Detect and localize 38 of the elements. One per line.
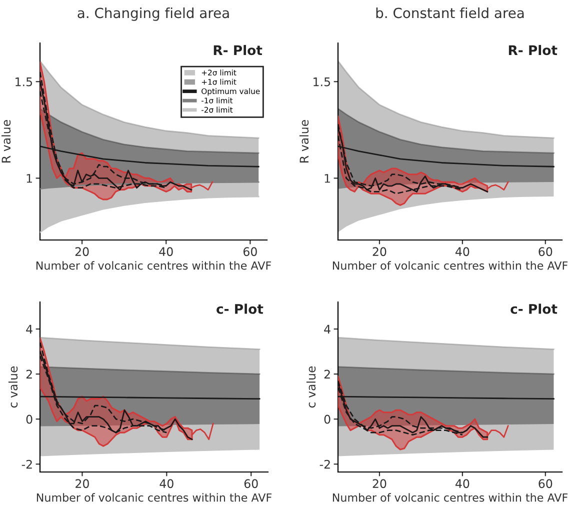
x-tick-label: 40 — [160, 479, 174, 488]
y-tick-label: -2 — [22, 460, 32, 469]
y-tick-label: 0 — [26, 414, 32, 424]
x-tick-label: 60 — [244, 247, 257, 256]
x-axis-title: Number of volcanic centres within the AVF — [36, 261, 271, 270]
y-tick-label: 1.5 — [314, 78, 330, 86]
y-tick-label: 0 — [324, 414, 330, 424]
x-axis-title: Number of volcanic centres within the AVF — [332, 493, 568, 502]
chart-subtitle: c- Plot — [510, 304, 558, 314]
chart-subtitle: R- Plot — [214, 44, 262, 56]
x-axis-title: Number of volcanic centres within the AVF — [36, 493, 272, 502]
x-tick-label: 60 — [538, 479, 552, 488]
x-tick-label: 40 — [456, 479, 470, 488]
y-axis-title: R value — [1, 120, 11, 162]
y-axis-title: R value — [299, 120, 309, 162]
x-tick-label: 20 — [372, 247, 386, 256]
chart-title: a. Changing field area — [78, 7, 229, 21]
y-tick-label: 1 — [26, 174, 32, 183]
y-tick-label: -2 — [320, 460, 330, 469]
y-tick-label: 2 — [324, 370, 330, 379]
y-axis-title: c value — [306, 366, 316, 408]
x-tick-label: 60 — [538, 247, 552, 256]
y-tick-label: 1.5 — [16, 78, 32, 86]
x-tick-label: 40 — [159, 247, 173, 256]
chart-title: b. Constant field area — [376, 7, 524, 18]
y-tick-label: 2 — [26, 370, 32, 379]
x-tick-label: 40 — [456, 247, 470, 256]
y-tick-label: 1 — [324, 174, 330, 183]
y-tick-label: 4 — [26, 324, 32, 334]
chart-subtitle: R- Plot — [508, 44, 558, 56]
x-axis-title: Number of volcanic centres within the AVF — [332, 261, 568, 270]
y-tick-label: 4 — [324, 324, 330, 334]
x-tick-label: 60 — [244, 479, 258, 488]
chart-subtitle: c- Plot — [216, 304, 264, 314]
x-tick-label: 20 — [76, 479, 89, 488]
x-tick-label: 20 — [372, 479, 386, 488]
y-axis-title: c value — [8, 366, 18, 408]
x-tick-label: 20 — [75, 247, 89, 256]
